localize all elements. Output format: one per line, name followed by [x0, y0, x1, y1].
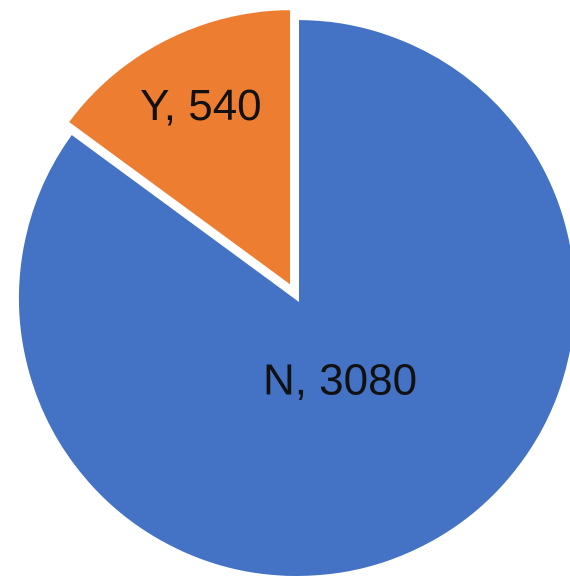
pie-slice [63, 6, 295, 293]
pie-slice [15, 15, 570, 579]
data-label: Y, 540 [140, 81, 262, 130]
data-label: N, 3080 [263, 356, 417, 405]
